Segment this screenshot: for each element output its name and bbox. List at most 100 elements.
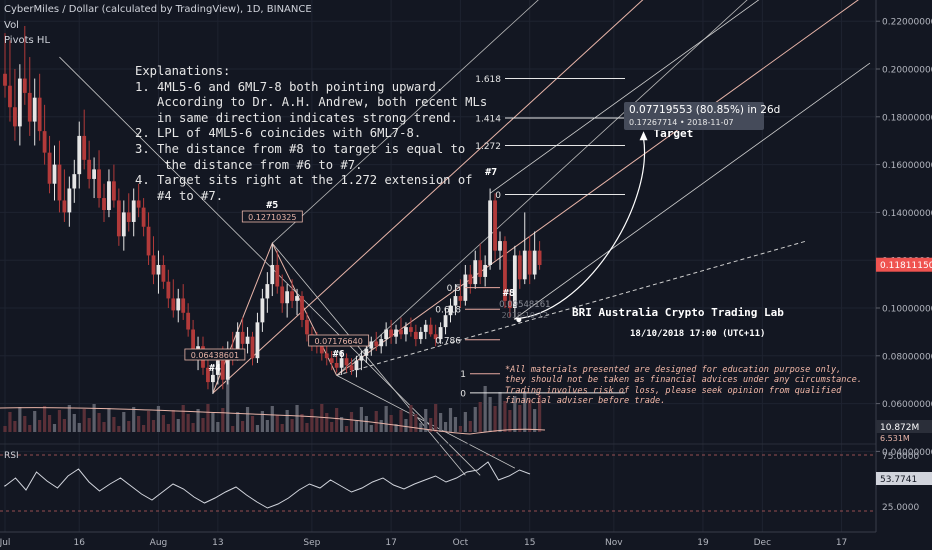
candle-body xyxy=(374,341,379,347)
volume-bar xyxy=(503,401,507,432)
volume-indicator-label[interactable]: Vol xyxy=(4,20,19,31)
volume-bar xyxy=(315,418,319,432)
candle-body xyxy=(364,348,369,356)
target-label: Target xyxy=(654,127,694,140)
time-tick-label: 17 xyxy=(836,538,847,548)
volume-bar xyxy=(270,406,274,432)
volume-bar xyxy=(404,419,408,432)
volume-bar xyxy=(142,425,146,432)
candle-body xyxy=(47,152,52,184)
volume-bar xyxy=(245,407,250,432)
volume-bar xyxy=(424,409,428,432)
zigzag-4-5-6 xyxy=(212,241,338,394)
candle-body xyxy=(92,169,96,179)
volume-bar xyxy=(18,407,22,432)
volume-bar xyxy=(295,405,299,432)
candle-body xyxy=(493,200,497,251)
volume-bar xyxy=(483,386,487,432)
candle-body xyxy=(428,324,433,335)
volume-bar xyxy=(151,420,156,432)
candle-body xyxy=(181,298,186,313)
volume-bar xyxy=(349,412,354,432)
rsi-tick-label: 25.0000 xyxy=(882,503,919,513)
candle-body xyxy=(156,264,161,275)
volume-bar xyxy=(161,415,165,432)
candle-body xyxy=(112,181,116,201)
fib-level-label: 1.414 xyxy=(475,114,501,124)
candle-body xyxy=(107,181,111,211)
volume-bar xyxy=(498,392,502,432)
price-tick-label: 0.10000000 xyxy=(882,305,932,315)
volume-bar xyxy=(473,407,477,432)
volume-badge-label: 10.872M xyxy=(880,423,919,433)
candle-body xyxy=(354,360,359,371)
pivots-indicator-label[interactable]: Pivots HL xyxy=(4,35,51,46)
volume-bar xyxy=(344,426,349,432)
volume-bar xyxy=(518,405,522,432)
volume-bar xyxy=(394,424,398,432)
candle-body xyxy=(77,135,82,175)
volume-bar xyxy=(112,417,116,432)
candle-body xyxy=(260,298,265,323)
fib-level-label: 1.272 xyxy=(475,142,501,152)
volume-bar xyxy=(354,421,359,432)
pivot-8-label: #8 xyxy=(503,288,515,299)
volume-bar xyxy=(117,426,121,432)
candle-body xyxy=(349,365,354,371)
volume-bar xyxy=(33,411,37,432)
candle-body xyxy=(413,331,418,340)
candle-body xyxy=(255,322,260,359)
projection-arc xyxy=(514,138,646,320)
volume-bar xyxy=(146,411,151,432)
fib-level-label: 0.786 xyxy=(435,336,461,346)
volume-bar xyxy=(127,421,131,432)
pivot-6-label: #6 xyxy=(333,349,345,360)
fib-level-label: 0.618 xyxy=(435,306,461,316)
last-price-label: 0.11811150 xyxy=(880,261,932,271)
candle-body xyxy=(136,200,141,208)
volume-bar xyxy=(97,413,101,432)
candle-body xyxy=(324,353,329,359)
candle-body xyxy=(126,212,131,222)
volume-bar xyxy=(196,409,200,432)
measure-tooltip: 0.07719553 (80.85%) in 26d 0.17267714 • … xyxy=(624,102,780,130)
volume-bar xyxy=(250,416,255,432)
volume-bar xyxy=(176,419,180,432)
candle-body xyxy=(13,107,17,127)
candle-body xyxy=(453,296,458,306)
volume-bar xyxy=(241,421,245,432)
fib-level-label: 1.618 xyxy=(475,75,501,85)
pivot-8-dot xyxy=(516,317,522,323)
candle-body xyxy=(319,346,324,354)
candle-body xyxy=(443,315,448,328)
candle-body xyxy=(102,198,106,211)
candle-body xyxy=(359,355,364,361)
upper-parallel-6 xyxy=(489,0,760,194)
volume-bars xyxy=(0,377,546,435)
candle-body xyxy=(235,331,240,356)
volume-bar xyxy=(285,410,289,432)
volume-bar xyxy=(528,400,532,432)
time-tick-label: Nov xyxy=(605,538,623,548)
pivot-5-label: #5 xyxy=(266,200,278,211)
candle-body xyxy=(52,164,57,184)
candle-body xyxy=(409,327,413,332)
volume-bar xyxy=(463,412,467,432)
price-tick-label: 0.04000000 xyxy=(882,448,932,458)
volume-bar xyxy=(325,413,329,432)
candle-body xyxy=(215,360,220,375)
rsi-value-badge xyxy=(876,472,932,485)
volume-badge xyxy=(876,420,932,433)
disclaimer-text: *All materials presented are designed fo… xyxy=(505,365,862,407)
volume-bar xyxy=(335,408,339,432)
candle-body xyxy=(290,291,294,301)
volume-bar xyxy=(300,414,304,432)
pivot-7-label: #7 xyxy=(485,167,497,178)
candle-body xyxy=(438,327,443,340)
volume-bar xyxy=(171,410,175,432)
volume-bar xyxy=(468,421,472,432)
volume-bar xyxy=(533,409,537,432)
volume-ma-line xyxy=(0,407,546,435)
candle-body xyxy=(151,255,156,275)
